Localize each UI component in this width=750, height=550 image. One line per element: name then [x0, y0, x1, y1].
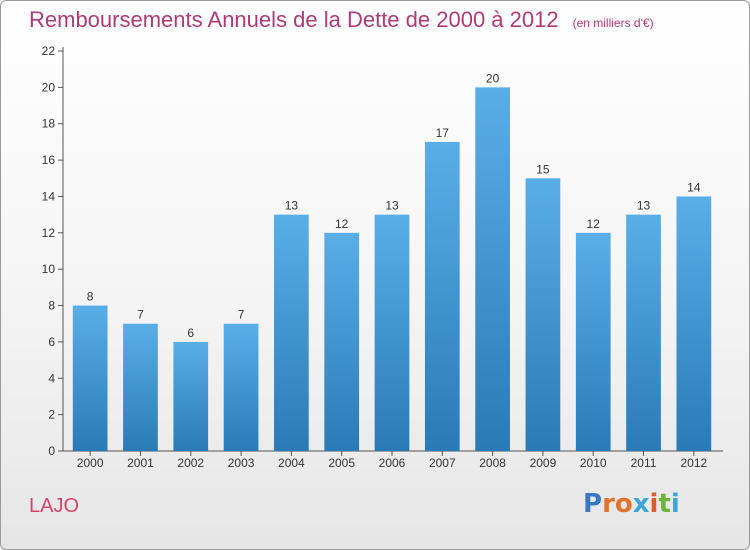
- labels: 8 7 6 7 13 12 13 17 20 15 12 13 14: [87, 71, 701, 340]
- x-tick-label: 2009: [530, 456, 557, 470]
- x-tick-label: 2012: [680, 456, 707, 470]
- y-tick-label: 14: [42, 189, 56, 203]
- logo-letter: x: [632, 489, 650, 519]
- x-tick-label: 2005: [328, 456, 355, 470]
- x-tick-label: 2004: [278, 456, 305, 470]
- data-label: 17: [436, 126, 450, 140]
- proxiti-logo: Proxiti: [583, 489, 680, 519]
- y-tick-label: 4: [48, 371, 55, 385]
- x-tick-label: 2000: [77, 456, 104, 470]
- x-tick-label: 2007: [429, 456, 456, 470]
- data-label: 15: [536, 162, 550, 176]
- x-tick-label: 2011: [631, 456, 657, 470]
- x-tick-label: 2002: [177, 456, 204, 470]
- bar: [324, 232, 360, 451]
- data-label: 7: [238, 308, 245, 322]
- y-tick-label: 12: [42, 226, 56, 240]
- bar: [223, 323, 259, 451]
- bar: [374, 214, 410, 451]
- data-label: 13: [285, 199, 299, 213]
- data-label: 13: [637, 199, 651, 213]
- data-label: 20: [486, 71, 500, 85]
- y-tick-label: 0: [48, 444, 55, 458]
- bar: [575, 232, 611, 451]
- data-label: 14: [687, 180, 701, 194]
- commune-name: LAJO: [29, 495, 80, 517]
- logo-letter: i: [649, 489, 659, 519]
- y-tick-label: 6: [48, 335, 55, 349]
- chart-title-text: Remboursements Annuels de la Dette de 20…: [29, 7, 559, 32]
- x-tick-label: 2006: [379, 456, 406, 470]
- bar: [525, 178, 561, 452]
- logo-letter: r: [602, 489, 615, 519]
- bar: [123, 323, 158, 451]
- y-tick-label: 16: [42, 153, 56, 167]
- x-tick-label: 2003: [228, 456, 255, 470]
- x-tick-label: 2008: [479, 456, 506, 470]
- chart-title: Remboursements Annuels de la Dette de 20…: [29, 7, 654, 33]
- axes: 0 2 4 6 8 10 12 14 16 18 20 22 2000 2001 2002 2003 2004 2…: [42, 44, 723, 470]
- bar: [475, 87, 510, 451]
- y-tick-label: 2: [48, 408, 55, 422]
- data-label: 7: [137, 308, 144, 322]
- data-label: 6: [187, 326, 194, 340]
- bar: [173, 341, 209, 451]
- bar: [626, 214, 661, 451]
- bar: [424, 141, 460, 451]
- bar: [72, 305, 108, 451]
- y-tick-label: 18: [42, 117, 56, 131]
- y-tick-label: 10: [42, 262, 56, 276]
- bar: [274, 214, 309, 451]
- bar: [676, 196, 712, 451]
- logo-letter: i: [670, 489, 680, 519]
- y-tick-label: 22: [42, 44, 56, 58]
- bars: [72, 87, 712, 452]
- x-tick-label: 2010: [580, 456, 607, 470]
- y-tick-label: 20: [42, 80, 56, 94]
- y-tick-label: 8: [48, 299, 55, 313]
- logo-letter: o: [614, 489, 633, 519]
- data-label: 13: [385, 199, 399, 213]
- data-label: 12: [587, 217, 601, 231]
- data-label: 8: [87, 290, 94, 304]
- logo-letter: t: [658, 489, 671, 519]
- logo-letter: P: [583, 489, 603, 519]
- x-tick-label: 2001: [127, 456, 154, 470]
- chart-unit: (en milliers d'€): [572, 16, 654, 30]
- data-label: 12: [335, 217, 349, 231]
